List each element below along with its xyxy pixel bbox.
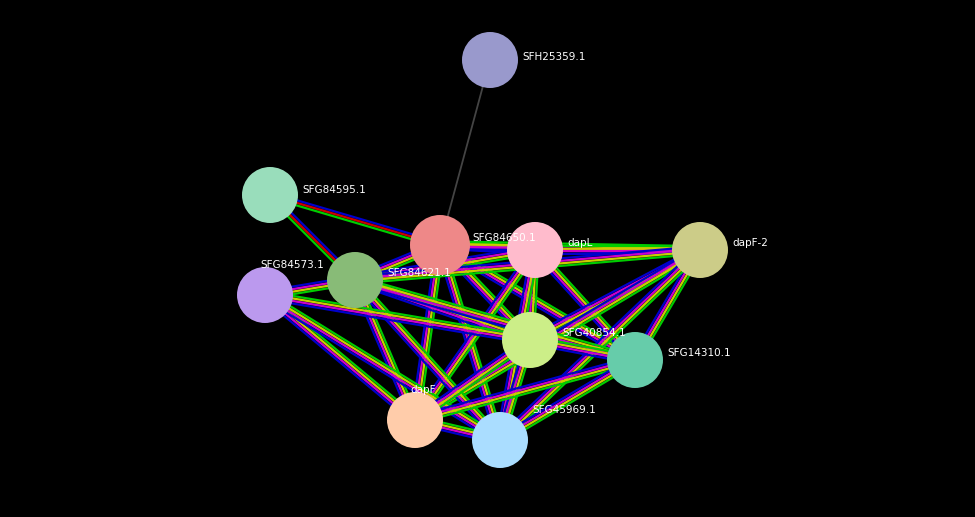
Text: dapL: dapL <box>567 238 593 248</box>
Circle shape <box>387 392 443 448</box>
Circle shape <box>472 412 528 468</box>
Text: SFG40854.1: SFG40854.1 <box>562 328 626 338</box>
Circle shape <box>237 267 293 323</box>
Circle shape <box>607 332 663 388</box>
Circle shape <box>502 312 558 368</box>
Circle shape <box>410 215 470 275</box>
Text: dapF: dapF <box>410 385 436 395</box>
Text: SFH25359.1: SFH25359.1 <box>522 52 585 62</box>
Text: SFG84573.1: SFG84573.1 <box>260 260 324 270</box>
Text: SFG45969.1: SFG45969.1 <box>532 405 596 415</box>
Text: SFG14310.1: SFG14310.1 <box>667 348 730 358</box>
Text: SFG84650.1: SFG84650.1 <box>472 233 535 243</box>
Circle shape <box>672 222 728 278</box>
Circle shape <box>507 222 563 278</box>
Circle shape <box>462 32 518 88</box>
Circle shape <box>242 167 298 223</box>
Text: SFG84595.1: SFG84595.1 <box>302 185 366 195</box>
Circle shape <box>327 252 383 308</box>
Text: dapF-2: dapF-2 <box>732 238 768 248</box>
Text: SFG84621.1: SFG84621.1 <box>387 268 450 278</box>
